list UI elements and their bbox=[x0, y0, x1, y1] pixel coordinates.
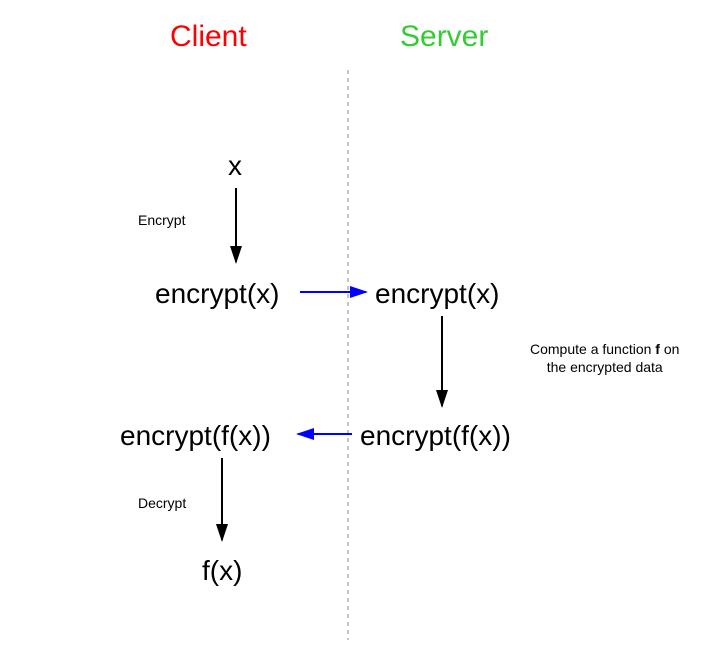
arrow-encryptfx-to-fx bbox=[0, 0, 706, 664]
